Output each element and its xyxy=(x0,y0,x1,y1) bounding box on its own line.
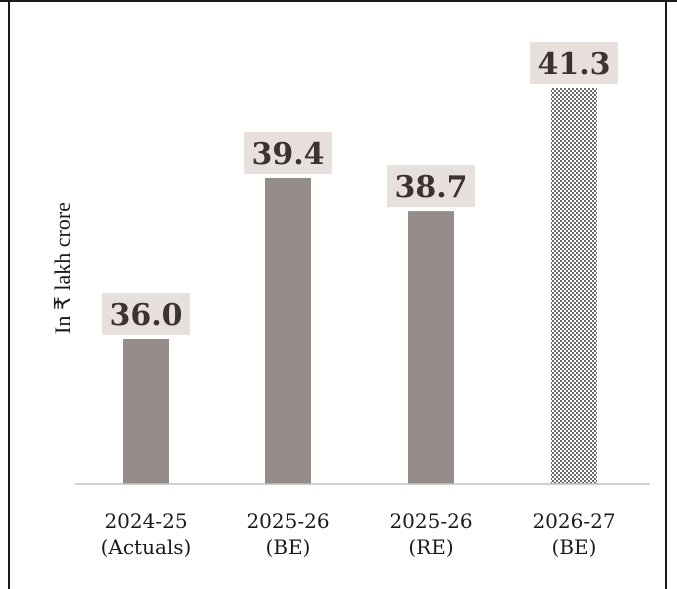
value-label-3: 38.7 xyxy=(394,170,467,205)
value-labels-layer: 36.0 39.4 38.7 41.3 xyxy=(102,42,618,335)
x-tick-label-4-line-1: 2026-27 xyxy=(532,509,615,533)
bar-1 xyxy=(123,339,169,484)
value-label-1: 36.0 xyxy=(109,298,182,333)
x-tick-label-3-line-2: (RE) xyxy=(408,535,453,559)
bar-4 xyxy=(551,88,597,484)
value-label-bg-2 xyxy=(244,131,332,174)
bar-2 xyxy=(265,177,311,484)
value-label-2: 39.4 xyxy=(251,137,324,172)
x-tick-label-2-line-2: (BE) xyxy=(266,535,311,559)
value-label-bg-1 xyxy=(102,293,190,335)
y-axis-title: In ₹ lakh crore xyxy=(50,202,75,334)
value-label-bg-3 xyxy=(387,165,475,208)
value-label-4: 41.3 xyxy=(537,47,610,82)
value-label-bg-4 xyxy=(530,42,618,84)
bar-3 xyxy=(408,211,454,484)
x-tick-labels-layer: 2024-25(Actuals)2025-26(BE)2025-26(RE)20… xyxy=(101,509,616,559)
x-tick-label-1-line-1: 2024-25 xyxy=(104,509,187,533)
x-tick-label-2-line-1: 2025-26 xyxy=(246,509,329,533)
bars-layer xyxy=(123,88,597,484)
x-tick-label-3-line-1: 2025-26 xyxy=(389,509,472,533)
x-tick-label-1-line-2: (Actuals) xyxy=(101,535,192,559)
x-tick-label-4-line-2: (BE) xyxy=(552,535,597,559)
